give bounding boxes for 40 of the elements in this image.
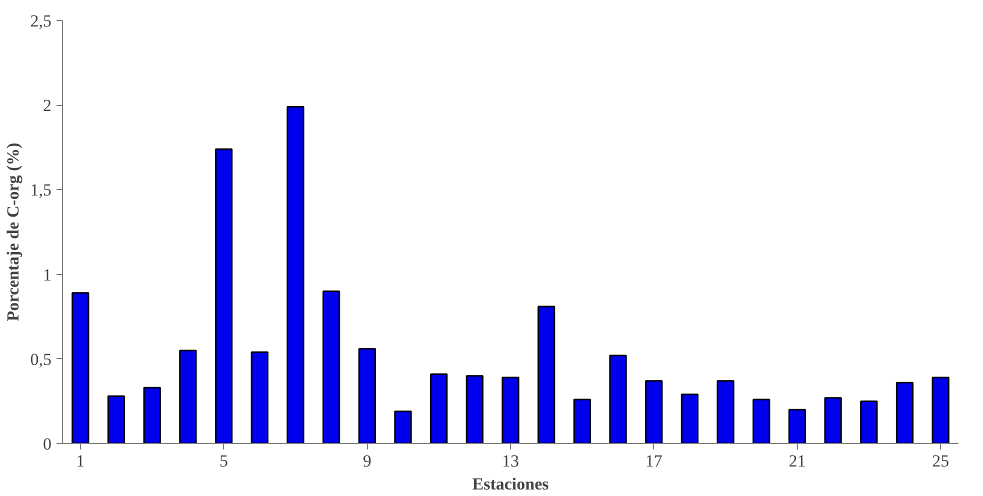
bar [645, 380, 663, 444]
x-tick-label: 17 [645, 452, 663, 470]
bar [573, 398, 591, 444]
y-tick-label: 0 [43, 434, 52, 454]
bar [72, 292, 90, 444]
bar [788, 408, 806, 444]
y-tick-label: 0,5 [30, 350, 52, 369]
bar [179, 350, 197, 444]
bar [860, 400, 878, 444]
x-tick-label: 21 [788, 452, 806, 470]
y-tick-label: 1 [43, 265, 52, 284]
y-axis-title: Porcentaje de C-org (%) [3, 142, 22, 322]
bar [716, 380, 734, 444]
bar [932, 376, 950, 444]
bar [896, 382, 914, 444]
x-tick-label: 1 [76, 452, 85, 470]
y-tick-label: 2 [43, 96, 52, 116]
bar [286, 106, 304, 444]
bar [214, 148, 233, 444]
y-tick-label: 1,5 [30, 180, 52, 200]
bar [358, 348, 376, 444]
x-axis-title: Estaciones [472, 474, 550, 494]
x-tick-label: 25 [932, 452, 950, 470]
y-tick-label: 2,5 [30, 12, 52, 30]
bar [250, 351, 268, 444]
bar [609, 354, 627, 444]
bar [502, 376, 520, 444]
bar [394, 410, 412, 444]
x-tick-label: 5 [220, 452, 228, 470]
x-tick-label: 9 [362, 452, 372, 470]
x-tick-label: 13 [502, 452, 519, 470]
bar [824, 397, 842, 444]
bar [680, 394, 699, 444]
bar [107, 395, 126, 444]
bar [430, 373, 448, 444]
bar [143, 386, 161, 444]
bar [322, 290, 340, 444]
bar [538, 306, 556, 444]
bar [466, 375, 484, 444]
bar [752, 398, 770, 444]
